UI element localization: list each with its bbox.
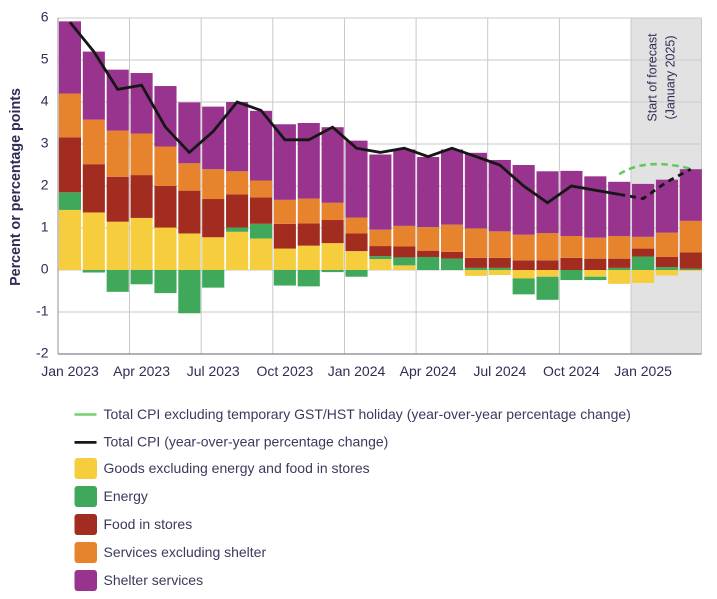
svg-text:4: 4	[41, 92, 49, 108]
svg-text:Total CPI excluding temporary: Total CPI excluding temporary GST/HST ho…	[104, 406, 631, 422]
svg-text:Total CPI (year-over-year perc: Total CPI (year-over-year percentage cha…	[104, 434, 389, 450]
svg-text:Oct 2024: Oct 2024	[543, 363, 600, 379]
svg-text:Percent or percentage points: Percent or percentage points	[8, 88, 24, 286]
svg-text:Goods excluding energy and foo: Goods excluding energy and food in store…	[104, 460, 370, 476]
svg-text:0: 0	[41, 260, 49, 276]
svg-text:Jul 2024: Jul 2024	[473, 363, 526, 379]
svg-text:1: 1	[41, 218, 49, 234]
svg-text:6: 6	[41, 8, 49, 24]
svg-text:5: 5	[41, 50, 49, 66]
svg-text:Energy: Energy	[104, 488, 148, 504]
svg-text:Services excluding shelter: Services excluding shelter	[104, 544, 267, 560]
svg-text:Oct 2023: Oct 2023	[256, 363, 313, 379]
svg-text:Shelter services: Shelter services	[104, 572, 204, 588]
svg-text:Food in stores: Food in stores	[104, 516, 193, 532]
svg-text:Jul 2023: Jul 2023	[187, 363, 240, 379]
svg-text:-1: -1	[36, 302, 49, 318]
svg-text:Jan 2023: Jan 2023	[41, 363, 99, 379]
svg-text:Jan 2024: Jan 2024	[328, 363, 386, 379]
svg-text:Apr 2024: Apr 2024	[400, 363, 457, 379]
svg-text:-2: -2	[36, 344, 49, 360]
svg-text:2: 2	[41, 176, 49, 192]
svg-text:Jan 2025: Jan 2025	[614, 363, 672, 379]
svg-text:3: 3	[41, 134, 49, 150]
svg-text:Apr 2023: Apr 2023	[113, 363, 170, 379]
svg-text:Start of forecast(January 2025: Start of forecast (January 2025)	[646, 33, 678, 122]
